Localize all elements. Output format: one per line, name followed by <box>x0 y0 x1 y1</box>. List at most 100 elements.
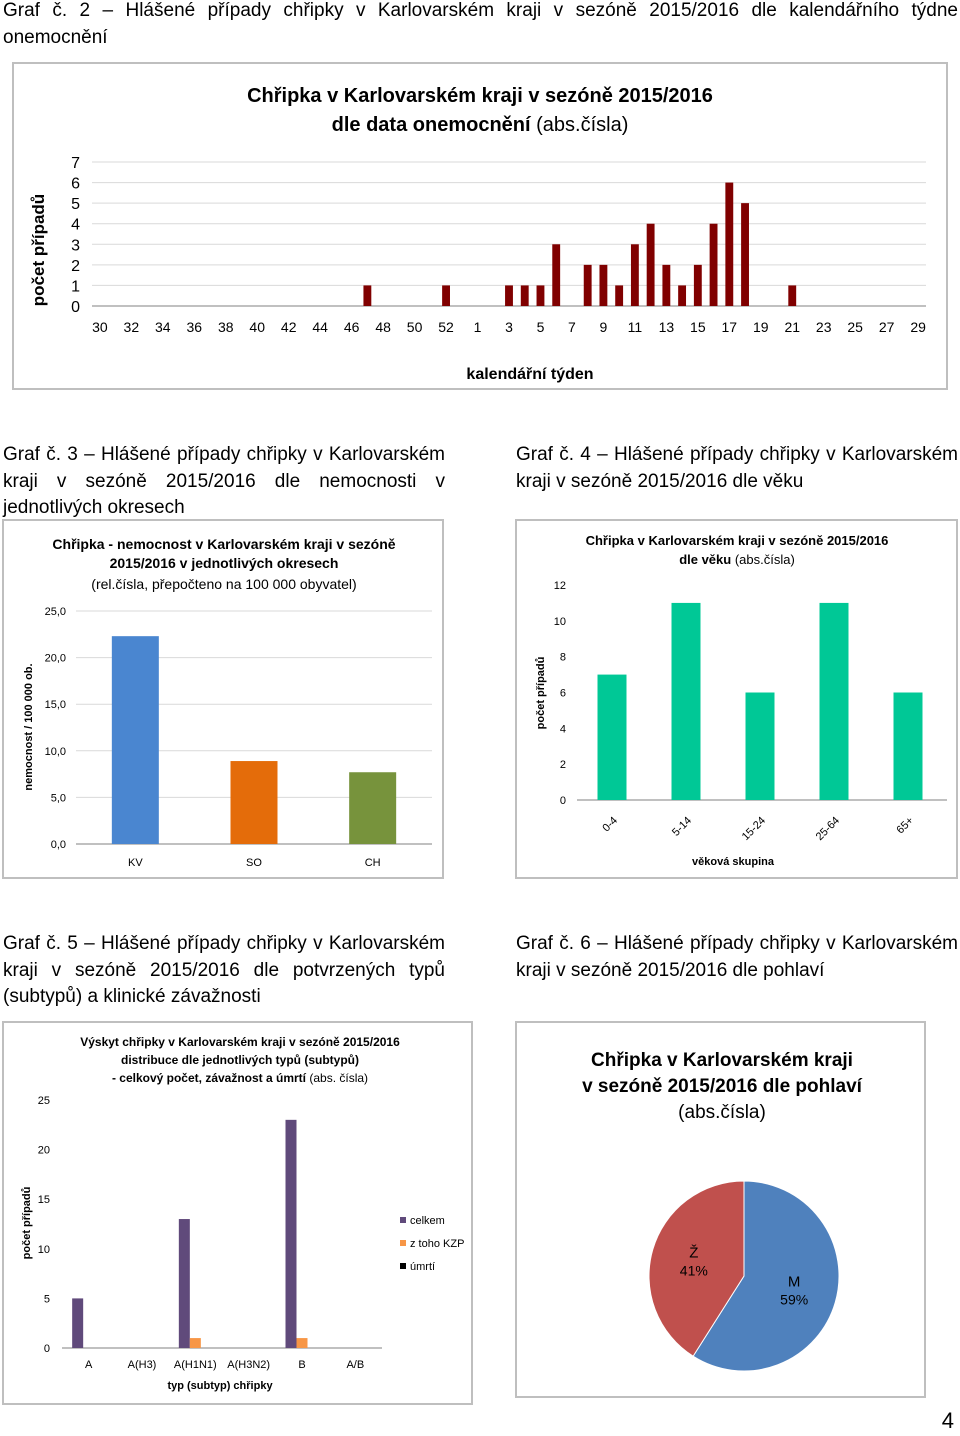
chart-subtypes-xlabel: typ (subtyp) chřipky <box>167 1380 273 1392</box>
chart-weekly-bar <box>615 285 624 306</box>
chart-districts-svg: Chřipka - nemocnost v Karlovarském kraji… <box>23 536 432 869</box>
caption-graf-3: Graf č. 3 – Hlášené případy chřipky v Ka… <box>3 444 445 518</box>
chart-subtypes-legend-swatch <box>400 1240 406 1246</box>
chart-weekly-xtick: 29 <box>910 319 926 335</box>
chart-sex-title-line2: v sezóně 2015/2016 dle pohlaví <box>582 1076 863 1097</box>
chart-sex-title-line1: Chřipka v Karlovarském kraji <box>591 1050 853 1071</box>
chart-weekly-xtick: 19 <box>753 319 769 335</box>
chart-weekly-bar <box>536 285 545 306</box>
chart-weekly-xtick: 25 <box>847 319 863 335</box>
chart-subtypes-legend-label: úmrtí <box>410 1261 435 1273</box>
chart-weekly-xtick: 21 <box>784 319 800 335</box>
chart-subtypes-xtick: A(H3) <box>128 1359 157 1371</box>
chart-weekly: Chřipka v Karlovarském kraji v sezóně 20… <box>12 62 948 390</box>
chart-subtypes-xtick: B <box>298 1359 305 1371</box>
chart-districts-bar <box>230 761 278 844</box>
chart-age-xtick: 0-4 <box>600 815 620 835</box>
chart-weekly-bar <box>709 223 718 306</box>
chart-sex-title-line3: (abs.čísla) <box>678 1102 766 1123</box>
chart-weekly-bar <box>520 285 529 306</box>
chart-weekly-title-line1: Chřipka v Karlovarském kraji v sezóně 20… <box>247 85 713 107</box>
chart-districts-ylabel: nemocnost / 100 000 ob. <box>23 663 35 790</box>
chart-age-ytick: 0 <box>560 795 566 807</box>
chart-subtypes-legend-swatch <box>400 1263 406 1269</box>
chart-districts: Chřipka - nemocnost v Karlovarském kraji… <box>2 519 444 879</box>
chart-districts-title-line1: Chřipka - nemocnost v Karlovarském kraji… <box>52 536 395 552</box>
chart-weekly-bar <box>442 285 450 306</box>
chart-weekly-ytick: 7 <box>71 155 80 172</box>
chart-weekly-xtick: 40 <box>249 319 265 335</box>
chart-age-bar <box>819 602 849 800</box>
chart-sex-slice-percent: 59% <box>780 1292 808 1308</box>
chart-age-ytick: 8 <box>560 652 566 664</box>
chart-districts-ytick: 25,0 <box>45 606 66 618</box>
chart-weekly-xtick: 44 <box>312 319 328 335</box>
chart-subtypes-legend-label: z toho KZP <box>410 1238 464 1250</box>
chart-districts-ytick: 20,0 <box>45 653 66 665</box>
chart-districts-ytick: 10,0 <box>45 746 66 758</box>
chart-weekly-xtick: 52 <box>438 319 454 335</box>
chart-subtypes-title-line2: distribuce dle jednotlivých typů (subtyp… <box>121 1053 359 1067</box>
chart-sex-slice <box>692 1180 840 1372</box>
chart-weekly-xtick: 48 <box>375 319 391 335</box>
chart-weekly-ytick: 3 <box>71 237 80 254</box>
chart-sex-slice-label: M <box>788 1274 801 1291</box>
chart-weekly-xtick: 46 <box>344 319 360 335</box>
chart-subtypes-ytick: 20 <box>38 1145 50 1157</box>
chart-weekly-xtick: 34 <box>155 319 171 335</box>
chart-weekly-bar <box>583 264 592 306</box>
chart-weekly-xtick: 17 <box>722 319 738 335</box>
chart-weekly-ytick: 1 <box>71 278 80 295</box>
chart-subtypes-bar <box>189 1338 201 1348</box>
caption-graf-2-line2: onemocnění <box>3 26 108 48</box>
chart-districts-ytick: 5,0 <box>51 792 66 804</box>
chart-weekly-ytick: 0 <box>71 299 80 316</box>
chart-districts-title-line2: 2015/2016 v jednotlivých okresech <box>110 555 339 571</box>
chart-districts-ytick: 15,0 <box>45 699 66 711</box>
caption-graf-4: Graf č. 4 – Hlášené případy chřipky v Ka… <box>516 444 958 492</box>
chart-age-svg: Chřipka v Karlovarském kraji v sezóně 20… <box>535 533 947 868</box>
chart-weekly-ytick: 4 <box>71 217 80 234</box>
chart-weekly-xtick: 15 <box>690 319 706 335</box>
chart-weekly-ytick: 5 <box>71 196 80 213</box>
chart-age-ylabel: počet případů <box>535 657 547 730</box>
chart-subtypes-bar <box>72 1298 84 1348</box>
chart-weekly-xtick: 13 <box>659 319 675 335</box>
chart-subtypes-xtick: A(H1N1) <box>174 1359 217 1371</box>
chart-weekly-bar <box>363 285 372 306</box>
chart-age-ytick: 4 <box>560 723 566 735</box>
chart-weekly-xtick: 5 <box>537 319 545 335</box>
chart-age-bar <box>671 602 701 800</box>
chart-subtypes-bar <box>285 1119 297 1348</box>
chart-weekly-xtick: 42 <box>281 319 297 335</box>
chart-subtypes-bar <box>296 1338 308 1348</box>
chart-weekly-xtick: 11 <box>628 319 643 335</box>
chart-districts-bar <box>111 636 159 844</box>
chart-weekly-ytick: 6 <box>71 176 80 193</box>
chart-weekly-bar <box>552 244 561 306</box>
chart-districts-xtick: CH <box>365 857 381 869</box>
chart-districts-title-line3: (rel.čísla, přepočteno na 100 000 obyvat… <box>91 576 356 592</box>
chart-sex-svg: Chřipka v Karlovarském kraji v sezóně 201… <box>582 1050 863 1372</box>
chart-weekly-bar <box>693 264 702 306</box>
chart-weekly-bar <box>788 285 797 306</box>
chart-weekly-xtick: 27 <box>879 319 895 335</box>
chart-age-xtick: 15-24 <box>740 815 768 843</box>
chart-weekly-bar <box>678 285 687 306</box>
chart-weekly-bar <box>505 285 513 306</box>
chart-weekly-ylabel: počet případů <box>29 194 48 306</box>
chart-sex-slice <box>648 1180 745 1357</box>
chart-subtypes-title-line3: - celkový počet, závažnost a úmrtí (abs.… <box>112 1071 368 1085</box>
chart-subtypes-ylabel: počet případů <box>21 1187 33 1260</box>
chart-weekly-svg: Chřipka v Karlovarském kraji v sezóně 20… <box>29 85 926 383</box>
chart-age-xtick: 5-14 <box>670 815 694 839</box>
chart-sex-slice-label: Ž <box>689 1244 698 1261</box>
chart-subtypes-title-line1: Výskyt chřipky v Karlovarském kraji v se… <box>80 1035 400 1049</box>
chart-subtypes-ytick: 25 <box>38 1095 50 1107</box>
chart-age-title-line1: Chřipka v Karlovarském kraji v sezóně 20… <box>586 533 889 548</box>
chart-age-ytick: 2 <box>560 759 566 771</box>
caption-graf-6: Graf č. 6 – Hlášené případy chřipky v Ka… <box>516 933 958 981</box>
chart-subtypes-legend-label: celkem <box>410 1215 445 1227</box>
caption-graf-5: Graf č. 5 – Hlášené případy chřipky v Ka… <box>3 933 445 1007</box>
chart-age-bar <box>745 692 775 800</box>
